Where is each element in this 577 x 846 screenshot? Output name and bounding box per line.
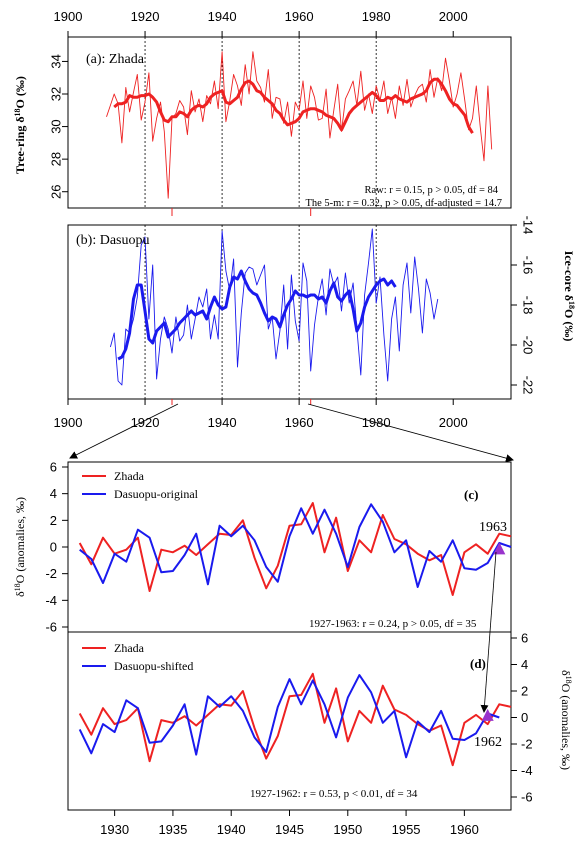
panel-d-ylabel: δ18O (anomalies, ‰) xyxy=(559,670,574,770)
panel-d-ytick-label: -6 xyxy=(521,790,533,805)
panel-c-ytick-label: -2 xyxy=(45,566,57,581)
panel-d-xtick-label: 1950 xyxy=(333,822,362,837)
panel-d-xtick-label: 1940 xyxy=(217,822,246,837)
panel-a-xtick-label: 1980 xyxy=(362,9,391,24)
panel-d-stats: 1927-1962: r = 0.53, p < 0.01, df = 34 xyxy=(250,788,418,800)
panel-d-xtick-label: 1960 xyxy=(450,822,479,837)
panel-a-xtick-label: 1960 xyxy=(285,9,314,24)
panel-b-ytick-label: -18 xyxy=(521,296,536,315)
panel-d-ytick-label: 4 xyxy=(521,657,528,672)
shift-arrow xyxy=(480,551,497,713)
panel-c-series-dasuopu-original xyxy=(79,503,512,588)
panel-c-ytick-label: 4 xyxy=(50,486,57,501)
panel-a-frame xyxy=(67,36,512,209)
dasuopu-raw-line xyxy=(109,228,439,386)
panel-c-ylabel-sup: 18 xyxy=(13,583,22,591)
panel-b-xtick-label: 1940 xyxy=(208,415,237,430)
zhada-5m-line xyxy=(113,77,474,134)
panel-d-series-dasuopu-shifted xyxy=(78,674,500,759)
panel-d-series-zhada xyxy=(78,672,512,767)
panels-cd: 6 4 2 0 -2 -4 -6 6 4 2 0 -2 -4 -6 1930 1935 1940 1945 1950… xyxy=(45,460,532,838)
panel-d-ylabel-suffix: O (anomalies, ‰) xyxy=(559,684,573,770)
connector-arrow-left xyxy=(69,403,179,459)
panel-b-ytick-label: -14 xyxy=(521,216,536,235)
panel-c-ytick-label: -4 xyxy=(45,593,57,608)
panel-b-ytick-label: -20 xyxy=(521,336,536,355)
panel-b-ytick-label: -16 xyxy=(521,256,536,275)
panel-a-ytick-label: 28 xyxy=(49,152,64,166)
panel-a-ytick-label: 32 xyxy=(49,87,64,101)
panel-c-ylabel-prefix: δ xyxy=(13,591,27,597)
panel-c-label: (c) xyxy=(464,487,478,502)
panel-d-marker-label: 1962 xyxy=(474,735,502,750)
panel-b-xtick-label: 1920 xyxy=(131,415,160,430)
panel-b-ylabel-suffix: O (‰) xyxy=(562,309,576,341)
panel-b-xtick-label: 1960 xyxy=(285,415,314,430)
panel-a-xtick-label: 1940 xyxy=(208,9,237,24)
panels-ab: 1900 1920 1940 1960 1980 2000 1900 1920 1940 1960… xyxy=(49,9,536,430)
panel-a-ytick-label: 30 xyxy=(49,119,64,133)
panel-b-xtick-label: 2000 xyxy=(439,415,468,430)
panel-a-xtick-label: 1900 xyxy=(54,9,83,24)
panel-d-marker-triangle xyxy=(481,708,494,721)
panel-c-marker-label: 1963 xyxy=(479,520,507,535)
panel-a-ylabel-suffix: O (‰) xyxy=(13,76,27,108)
panel-d-ytick-label: -4 xyxy=(521,763,533,778)
panel-d-ylabel-prefix: δ xyxy=(559,670,573,676)
panel-c-ytick-label: 0 xyxy=(50,540,57,555)
connector-arrow-right xyxy=(307,403,514,463)
panel-c-ytick-label: -6 xyxy=(45,620,57,635)
panel-a-xtick-label: 2000 xyxy=(439,9,468,24)
panel-a-xtick-label: 1920 xyxy=(131,9,160,24)
panel-d-legend-label: Zhada xyxy=(114,641,145,655)
panel-c-ylabel: δ18O (anomalies, ‰) xyxy=(13,497,28,597)
panel-c-ytick-label: 6 xyxy=(50,460,57,475)
panel-d-legend-label: Dasuopu-shifted xyxy=(114,659,193,673)
panel-d-ytick-label: 0 xyxy=(521,710,528,725)
panel-d-ytick-label: -2 xyxy=(521,737,533,752)
panel-a-ylabel-sup: 18 xyxy=(13,108,22,116)
panel-c-ylabel-suffix: O (anomalies, ‰) xyxy=(13,497,27,583)
panel-d-xtick-label: 1945 xyxy=(275,822,304,837)
panel-c-marker-triangle xyxy=(493,542,506,555)
panel-c-series-zhada xyxy=(78,502,512,596)
panel-c-legend-label: Dasuopu-original xyxy=(114,487,199,501)
panel-a-ytick-label: 26 xyxy=(49,184,64,198)
panel-c-ytick-label: 2 xyxy=(50,513,57,528)
panel-b-frame xyxy=(67,224,512,400)
panel-d-xtick-label: 1955 xyxy=(392,822,421,837)
dasuopu-5m-line xyxy=(117,269,397,361)
panel-b-xtick-label: 1900 xyxy=(54,415,83,430)
panel-a-ylabel: Tree-ring δ18O (‰) xyxy=(13,76,28,174)
panel-b-ylabel-prefix: Ice-core δ xyxy=(562,251,576,301)
panel-a-label: (a): Zhada xyxy=(86,52,145,67)
panel-d-ytick-label: 2 xyxy=(521,684,528,699)
panel-a-ylabel-prefix: Tree-ring δ xyxy=(13,116,27,173)
panel-a-stats-raw: Raw: r = 0.15, p > 0.05, df = 84 xyxy=(364,185,498,196)
panel-b-ylabel: Ice-core δ18O (‰) xyxy=(562,251,577,342)
panel-b-ytick-label: -22 xyxy=(521,376,536,395)
panel-d-xtick-label: 1930 xyxy=(100,822,129,837)
panel-a-ytick-label: 34 xyxy=(49,54,64,68)
panel-a-stats-smooth: The 5-m: r = 0.32, p > 0.05, df-adjusted… xyxy=(305,198,502,209)
panel-d-ylabel-sup: 18 xyxy=(565,676,574,684)
panel-d-ytick-label: 6 xyxy=(521,631,528,646)
panel-c-legend-label: Zhada xyxy=(114,469,145,483)
panel-b-label: (b): Dasuopu xyxy=(76,233,150,248)
panel-c-stats: 1927-1963: r = 0.24, p > 0.05, df = 35 xyxy=(309,618,477,630)
panel-d-xtick-label: 1935 xyxy=(158,822,187,837)
panel-b-ylabel-sup: 18 xyxy=(568,301,577,309)
panel-d-label: (d) xyxy=(470,656,486,671)
